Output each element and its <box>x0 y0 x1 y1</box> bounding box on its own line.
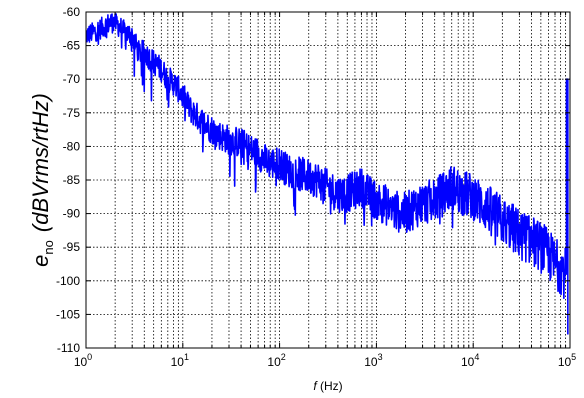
grid <box>86 12 570 348</box>
y-tick-label: -100 <box>56 274 80 288</box>
y-tick-label: -110 <box>57 341 80 355</box>
y-tick-label: -75 <box>63 106 81 120</box>
x-tick-exponent: 2 <box>281 352 286 362</box>
y-tick-label: -65 <box>63 39 81 53</box>
y-tick-label: -90 <box>63 207 81 221</box>
x-axis-label-unit: (Hz) <box>317 379 343 393</box>
y-tick-label: -70 <box>63 72 81 86</box>
x-tick-base: 10 <box>558 355 572 369</box>
x-tick-base: 10 <box>267 355 281 369</box>
x-tick-base: 10 <box>74 355 88 369</box>
noise-series-line <box>85 13 569 335</box>
series-line-group <box>85 13 569 335</box>
y-tick-label: -105 <box>56 307 80 321</box>
y-axis-label-var: e <box>28 255 53 267</box>
y-tick-label: -85 <box>63 173 81 187</box>
y-axis-label: eno (dBVrms/rtHz) <box>28 93 56 267</box>
x-tick-exponent: 5 <box>571 352 576 362</box>
x-tick-label: 105 <box>558 352 576 369</box>
x-tick-exponent: 4 <box>474 352 479 362</box>
x-tick-label: 100 <box>74 352 92 369</box>
y-tick-label: -95 <box>63 240 81 254</box>
x-tick-exponent: 3 <box>378 352 383 362</box>
x-tick-label: 101 <box>171 352 189 369</box>
x-tick-label: 103 <box>364 352 382 369</box>
y-tick-label: -60 <box>63 5 81 19</box>
y-axis-label-unit: (dBVrms/rtHz) <box>28 93 53 232</box>
x-tick-base: 10 <box>171 355 185 369</box>
y-axis-label-sub: no <box>41 240 56 254</box>
x-tick-exponent: 1 <box>184 352 189 362</box>
x-tick-exponent: 0 <box>87 352 92 362</box>
x-axis-label: f (Hz) <box>313 379 342 393</box>
x-tick-label: 104 <box>461 352 479 369</box>
x-tick-base: 10 <box>364 355 378 369</box>
x-tick-base: 10 <box>461 355 475 369</box>
x-tick-label: 102 <box>267 352 285 369</box>
y-tick-label: -80 <box>63 139 81 153</box>
x-axis-label-var: f <box>313 379 318 393</box>
